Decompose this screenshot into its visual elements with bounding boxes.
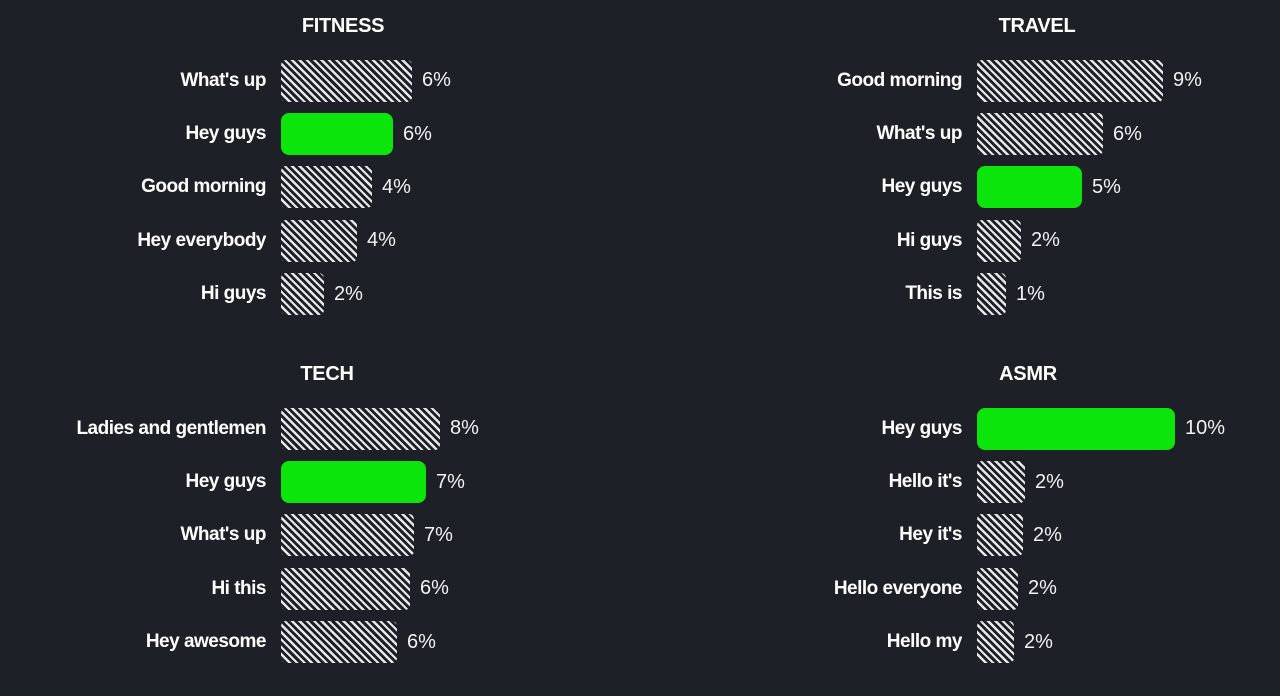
bar-hatched <box>977 273 1006 316</box>
value-label: 6% <box>422 69 451 92</box>
bar-row: Hello it's 2% <box>640 455 1280 508</box>
category-label: Hey everybody <box>137 229 266 251</box>
bar-row: Good morning 9% <box>640 54 1280 107</box>
bar-hatched <box>281 59 412 102</box>
bar-rows: Ladies and gentlemen 8% Hey guys 7% What's u… <box>0 402 640 669</box>
bar-hatched <box>977 567 1018 610</box>
bar-hatched <box>281 273 324 316</box>
value-label: 9% <box>1173 69 1202 92</box>
bar-hatched <box>281 166 372 209</box>
bar-row: Hey awesome 6% <box>0 616 640 669</box>
bar-hatched <box>281 621 397 664</box>
bar-row: Hey guys 7% <box>0 455 640 508</box>
bar-row: Hi this 6% <box>0 562 640 615</box>
category-label: Hey guys <box>881 417 962 439</box>
bar-hatched <box>977 113 1103 156</box>
bar-highlighted <box>977 407 1175 450</box>
chart-asmr: ASMR Hey guys 10% Hello it's 2% Hey it's 2% He… <box>640 348 1280 696</box>
bar-hatched <box>281 219 357 262</box>
value-label: 8% <box>450 417 479 440</box>
value-label: 4% <box>382 175 411 198</box>
bar-rows: Good morning 9% What's up 6% Hey guys 5% Hi gu… <box>640 54 1280 321</box>
bar-hatched <box>281 407 440 450</box>
bar-hatched <box>977 514 1023 557</box>
bar-rows: What's up 6% Hey guys 6% Good morning 4% Hey e… <box>0 54 640 321</box>
category-label: Hey guys <box>185 123 266 145</box>
value-label: 2% <box>1024 630 1053 653</box>
value-label: 2% <box>1031 229 1060 252</box>
bar-row: What's up 6% <box>0 54 640 107</box>
bar-hatched <box>977 621 1014 664</box>
bar-hatched <box>281 514 414 557</box>
category-label: What's up <box>180 69 266 91</box>
category-label: Hi guys <box>200 283 266 305</box>
bar-row: Hi guys 2% <box>640 214 1280 267</box>
bar-highlighted <box>281 113 393 156</box>
bar-hatched <box>977 219 1021 262</box>
bar-row: What's up 6% <box>640 107 1280 160</box>
category-label: Hello everyone <box>833 577 962 599</box>
bar-row: Hey guys 10% <box>640 402 1280 455</box>
category-label: Hello my <box>886 631 962 653</box>
bar-row: Good morning 4% <box>0 161 640 214</box>
category-label: Good morning <box>837 69 962 91</box>
bar-highlighted <box>281 461 426 504</box>
category-label: What's up <box>876 123 962 145</box>
bar-highlighted <box>977 166 1082 209</box>
value-label: 4% <box>367 229 396 252</box>
category-label: Hey awesome <box>145 631 266 653</box>
value-label: 7% <box>424 523 453 546</box>
bar-row: Hello everyone 2% <box>640 562 1280 615</box>
bar-rows: Hey guys 10% Hello it's 2% Hey it's 2% Hello e… <box>640 402 1280 669</box>
bar-hatched <box>977 461 1025 504</box>
value-label: 6% <box>407 630 436 653</box>
chart-title: TRAVEL <box>998 15 1076 37</box>
category-label: Hi guys <box>896 229 962 251</box>
category-label: Hey guys <box>881 176 962 198</box>
bar-row: Hey everybody 4% <box>0 214 640 267</box>
category-label: Good morning <box>141 176 266 198</box>
value-label: 6% <box>403 122 432 145</box>
value-label: 10% <box>1185 417 1226 440</box>
chart-title: ASMR <box>999 363 1057 385</box>
value-label: 6% <box>420 577 449 600</box>
bar-row: What's up 7% <box>0 509 640 562</box>
category-label: This is <box>905 283 962 305</box>
chart-tech: TECH Ladies and gentlemen 8% Hey guys 7% Wha… <box>0 348 640 696</box>
category-label: Ladies and gentlemen <box>76 417 266 439</box>
value-label: 7% <box>436 470 465 493</box>
bar-hatched <box>977 59 1163 102</box>
category-label: Hey guys <box>185 471 266 493</box>
value-label: 2% <box>334 282 363 305</box>
bar-row: Hi guys 2% <box>0 268 640 321</box>
bar-row: Hello my 2% <box>640 616 1280 669</box>
chart-title: TECH <box>300 363 354 385</box>
category-label: Hey it's <box>899 524 962 546</box>
category-label: Hi this <box>211 577 266 599</box>
bar-row: Ladies and gentlemen 8% <box>0 402 640 455</box>
value-label: 2% <box>1028 577 1057 600</box>
category-label: What's up <box>180 524 266 546</box>
chart-fitness: FITNESS What's up 6% Hey guys 6% Good mornin… <box>0 0 640 348</box>
value-label: 5% <box>1092 175 1121 198</box>
bar-hatched <box>281 567 410 610</box>
chart-travel: TRAVEL Good morning 9% What's up 6% Hey guys… <box>640 0 1280 348</box>
bar-row: Hey it's 2% <box>640 509 1280 562</box>
value-label: 2% <box>1035 470 1064 493</box>
bar-row: Hey guys 5% <box>640 161 1280 214</box>
bar-row: Hey guys 6% <box>0 107 640 160</box>
category-label: Hello it's <box>888 471 962 493</box>
chart-title: FITNESS <box>301 15 385 37</box>
value-label: 2% <box>1033 523 1062 546</box>
bar-row: This is 1% <box>640 268 1280 321</box>
value-label: 6% <box>1113 122 1142 145</box>
value-label: 1% <box>1016 282 1045 305</box>
